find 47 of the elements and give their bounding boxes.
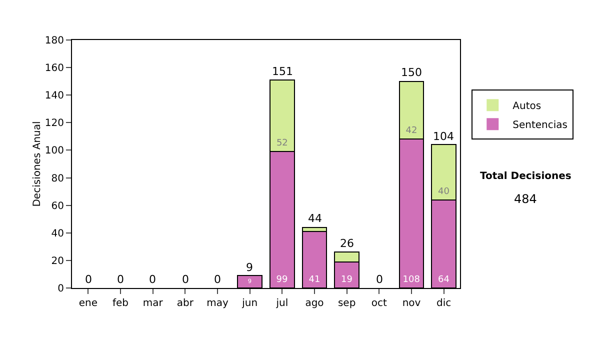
data-label: 41 <box>308 275 320 285</box>
data-label: 52 <box>276 138 288 149</box>
x-tick-label: ago <box>305 298 324 309</box>
y-tick-label: 180 <box>44 36 64 46</box>
data-label: 64 <box>438 275 450 285</box>
x-tick-label: nov <box>402 298 421 309</box>
text: 484 <box>514 192 537 206</box>
data-label: 19 <box>340 275 353 285</box>
total-label: 9 <box>246 261 253 274</box>
x-tick-label: abr <box>176 298 194 309</box>
text: Total Decisiones <box>480 171 572 182</box>
x-tick-label: oct <box>371 298 388 309</box>
y-tick-label: 40 <box>51 228 64 240</box>
total-label: 44 <box>308 212 322 225</box>
y-tick-label: 140 <box>44 90 64 102</box>
y-tick-label: 60 <box>51 200 64 212</box>
y-tick-label: 0 <box>58 284 64 294</box>
y-tick-label: 100 <box>44 146 64 157</box>
total-label: 0 <box>85 273 92 286</box>
legend-label: Autos <box>512 101 542 112</box>
y-tick-label: 20 <box>51 256 64 267</box>
total-label: 0 <box>182 273 189 286</box>
data-label: 99 <box>276 275 288 285</box>
legend-label: Sentencias <box>512 120 568 131</box>
y-tick-label: 160 <box>44 63 64 74</box>
x-tick-label: jun <box>241 298 258 309</box>
total-label: 0 <box>214 273 221 286</box>
total-label: 104 <box>433 130 454 143</box>
data-label: 108 <box>402 275 420 285</box>
total-label: 151 <box>272 65 293 78</box>
total-label: 0 <box>149 273 156 286</box>
x-tick-label: may <box>206 298 228 309</box>
x-tick-label: dic <box>436 298 452 309</box>
x-tick-label: sep <box>338 298 356 309</box>
total-label: 26 <box>340 237 354 250</box>
x-tick-label: ene <box>78 298 98 309</box>
data-label: 42 <box>406 126 418 136</box>
x-tick-label: feb <box>112 298 129 309</box>
y-tick-label: 80 <box>51 173 64 184</box>
data-label: 40 <box>438 186 450 197</box>
y-axis-title: Decisiones Anual <box>32 121 43 207</box>
total-label: 0 <box>117 273 124 286</box>
x-tick-label: jul <box>275 298 288 309</box>
total-label: 0 <box>376 273 383 286</box>
x-tick-label: mar <box>142 298 164 309</box>
total-label: 150 <box>401 66 422 79</box>
y-tick-label: 120 <box>44 118 64 130</box>
